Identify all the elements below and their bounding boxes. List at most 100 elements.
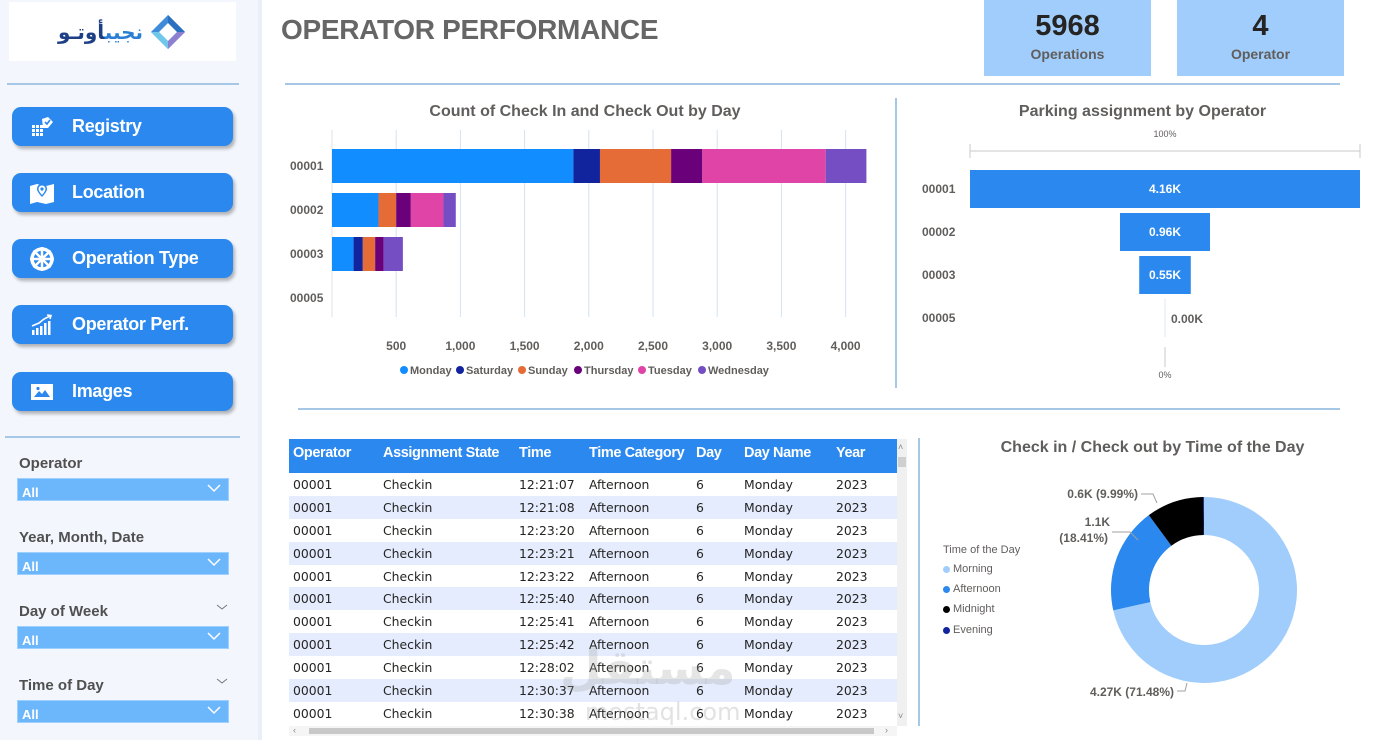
donut-slice-morning[interactable]: [1113, 497, 1297, 683]
bar-segment-tuesday[interactable]: [410, 193, 444, 227]
bar-segment-tuesday[interactable]: [702, 149, 826, 183]
donut-slice-afternoon[interactable]: [1111, 515, 1172, 611]
table-cell: 12:30:38: [519, 705, 575, 721]
nav-operator-perf-button[interactable]: Operator Perf.: [12, 305, 233, 344]
table-row[interactable]: 00001 Checkin 12:23:22 Afternoon 6 Monday 2023: [289, 565, 897, 588]
slicer-date-dropdown[interactable]: All: [17, 552, 229, 575]
bar-segment-monday[interactable]: [332, 149, 574, 183]
table-cell: 12:25:40: [519, 591, 575, 607]
legend-marker: [638, 366, 646, 374]
nav-registry-label: Registry: [72, 116, 142, 136]
bar-segment-sunday[interactable]: [362, 237, 376, 271]
table-horizontal-scroll-thumb[interactable]: [309, 728, 874, 734]
legend-label[interactable]: Sunday: [528, 365, 569, 377]
nav-registry-button[interactable]: Registry: [12, 107, 233, 146]
nav-images-label: Images: [72, 381, 133, 401]
donut-data-label: (18.41%): [1059, 531, 1108, 545]
table-row[interactable]: 00001 Checkin 12:21:08 Afternoon 6 Monday 2023: [289, 495, 897, 519]
bar-segment-monday[interactable]: [332, 237, 354, 271]
nav-operation-type-label: Operation Type: [72, 248, 199, 268]
scroll-up-arrow-icon[interactable]: ˄: [898, 442, 904, 452]
table-row[interactable]: 00001 Checkin 12:30:38 Afternoon 6 Monday 2023: [289, 702, 897, 725]
table-row[interactable]: 00001 Checkin 12:25:40 Afternoon 6 Monday 2023: [289, 587, 897, 611]
legend-label[interactable]: Saturday: [466, 365, 514, 377]
donut-chart: 0.6K (9.99%) 1.1K (18.41%) 4.27K (71.48%): [1059, 487, 1297, 699]
donut-slice-evening[interactable]: [1203, 497, 1204, 536]
legend-item-evening[interactable]: Evening: [943, 624, 993, 636]
nav-location-button[interactable]: Location: [12, 173, 233, 212]
column-header[interactable]: Day Name: [744, 445, 811, 461]
bar-segment-sunday[interactable]: [599, 149, 672, 183]
column-header[interactable]: Time Category: [589, 445, 685, 461]
table-row[interactable]: 00001 Checkin 12:30:37 Afternoon 6 Monday 2023: [289, 679, 897, 702]
table-horizontal-scrollbar[interactable]: ‹ ›: [289, 725, 897, 736]
bar-segment-monday[interactable]: [332, 193, 379, 227]
column-header[interactable]: Operator: [293, 445, 352, 461]
table-vertical-scrollbar[interactable]: ˄ ˅: [897, 439, 907, 726]
slicer-day-of-week-collapse-icon[interactable]: [215, 602, 229, 612]
column-header[interactable]: Time: [519, 445, 551, 461]
table-row[interactable]: 00001 Checkin 12:28:02 Afternoon 6 Monday 2023: [289, 656, 897, 679]
bar-segment-saturday[interactable]: [353, 237, 363, 271]
legend-item-midnight[interactable]: Midnight: [943, 603, 995, 615]
legend-label[interactable]: Monday: [410, 365, 452, 377]
table-cell: 2023: [836, 660, 868, 676]
bar-segment-saturday[interactable]: [573, 149, 600, 183]
table-cell: 12:25:42: [519, 637, 575, 653]
logo-text: نجيبأوتـو: [58, 20, 143, 44]
legend-label[interactable]: Thursday: [584, 365, 634, 377]
logo-text-secondary: أوتـو: [57, 19, 105, 44]
bar-segment-thursday[interactable]: [396, 193, 411, 227]
scroll-down-arrow-icon[interactable]: ˅: [898, 711, 904, 721]
table-vertical-scroll-thumb[interactable]: [898, 457, 906, 467]
column-header[interactable]: Day: [696, 445, 722, 461]
legend-item-afternoon[interactable]: Afternoon: [943, 583, 1001, 595]
nav-operation-type-button[interactable]: Operation Type: [12, 239, 233, 278]
legend-label[interactable]: Tuesday: [648, 365, 693, 377]
scroll-left-arrow-icon[interactable]: ‹: [293, 725, 296, 735]
funnel-value-label: 0.00K: [1171, 312, 1203, 326]
bar-segment-thursday[interactable]: [375, 237, 384, 271]
x-tick-label: 1,000: [445, 339, 475, 353]
slicer-time-of-day-collapse-icon[interactable]: [215, 676, 229, 686]
table-cell: 00001: [293, 614, 333, 630]
table-cell: Monday: [744, 499, 793, 515]
logo: نجيبأوتـو: [9, 2, 236, 61]
slicer-operator-dropdown[interactable]: All: [17, 478, 229, 501]
kpi-card-operations: 5968 Operations: [984, 0, 1151, 76]
table-row[interactable]: 00001 Checkin 12:25:42 Afternoon 6 Monday 2023: [289, 633, 897, 657]
nav-operator-perf-label: Operator Perf.: [72, 314, 189, 334]
table-cell: 2023: [836, 499, 868, 515]
table-cell: 2023: [836, 637, 868, 653]
slicer-time-of-day-dropdown[interactable]: All: [17, 700, 229, 723]
bar-segment-wednesday[interactable]: [443, 193, 456, 227]
legend-item-morning[interactable]: Morning: [943, 563, 993, 575]
data-table: Operator Assignment State Time Time Categor…: [289, 439, 897, 726]
slicer-day-of-week-dropdown[interactable]: All: [17, 626, 229, 649]
column-header[interactable]: Year: [836, 445, 866, 461]
table-row[interactable]: 00001 Checkin 12:23:21 Afternoon 6 Monday 2023: [289, 541, 897, 565]
table-row[interactable]: 00001 Checkin 12:21:07 Afternoon 6 Monday 2023: [289, 473, 897, 496]
column-header[interactable]: Assignment State: [383, 445, 500, 461]
table-row[interactable]: 00001 Checkin 12:25:41 Afternoon 6 Monday 2023: [289, 610, 897, 633]
bar-segment-wednesday[interactable]: [383, 237, 403, 271]
scroll-right-arrow-icon[interactable]: ›: [885, 725, 888, 735]
table-cell: 2023: [836, 682, 868, 698]
table-row[interactable]: 00001 Checkin 12:23:20 Afternoon 6 Monday 2023: [289, 519, 897, 542]
funnel-chart: 100% 00001 4.16K 00002 0.96K 00003 0.55K 00005 0…: [922, 129, 1361, 380]
legend-label: Midnight: [953, 603, 995, 615]
nav-images-button[interactable]: Images: [12, 372, 233, 411]
funnel-bar[interactable]: [1139, 256, 1191, 294]
bar-segment-sunday[interactable]: [378, 193, 397, 227]
funnel-bar[interactable]: [1120, 213, 1210, 251]
bar-segment-wednesday[interactable]: [825, 149, 867, 183]
logo-diamond-icon: [151, 14, 186, 49]
donut-slice-midnight[interactable]: [1148, 497, 1204, 546]
bar-segment-thursday[interactable]: [671, 149, 703, 183]
legend-label: Morning: [953, 563, 993, 575]
funnel-category-label: 00003: [922, 268, 956, 282]
funnel-bar[interactable]: [970, 170, 1360, 208]
table-cell: 12:21:08: [519, 499, 575, 515]
table-cell: Afternoon: [589, 568, 650, 584]
legend-label[interactable]: Wednesday: [708, 365, 770, 377]
